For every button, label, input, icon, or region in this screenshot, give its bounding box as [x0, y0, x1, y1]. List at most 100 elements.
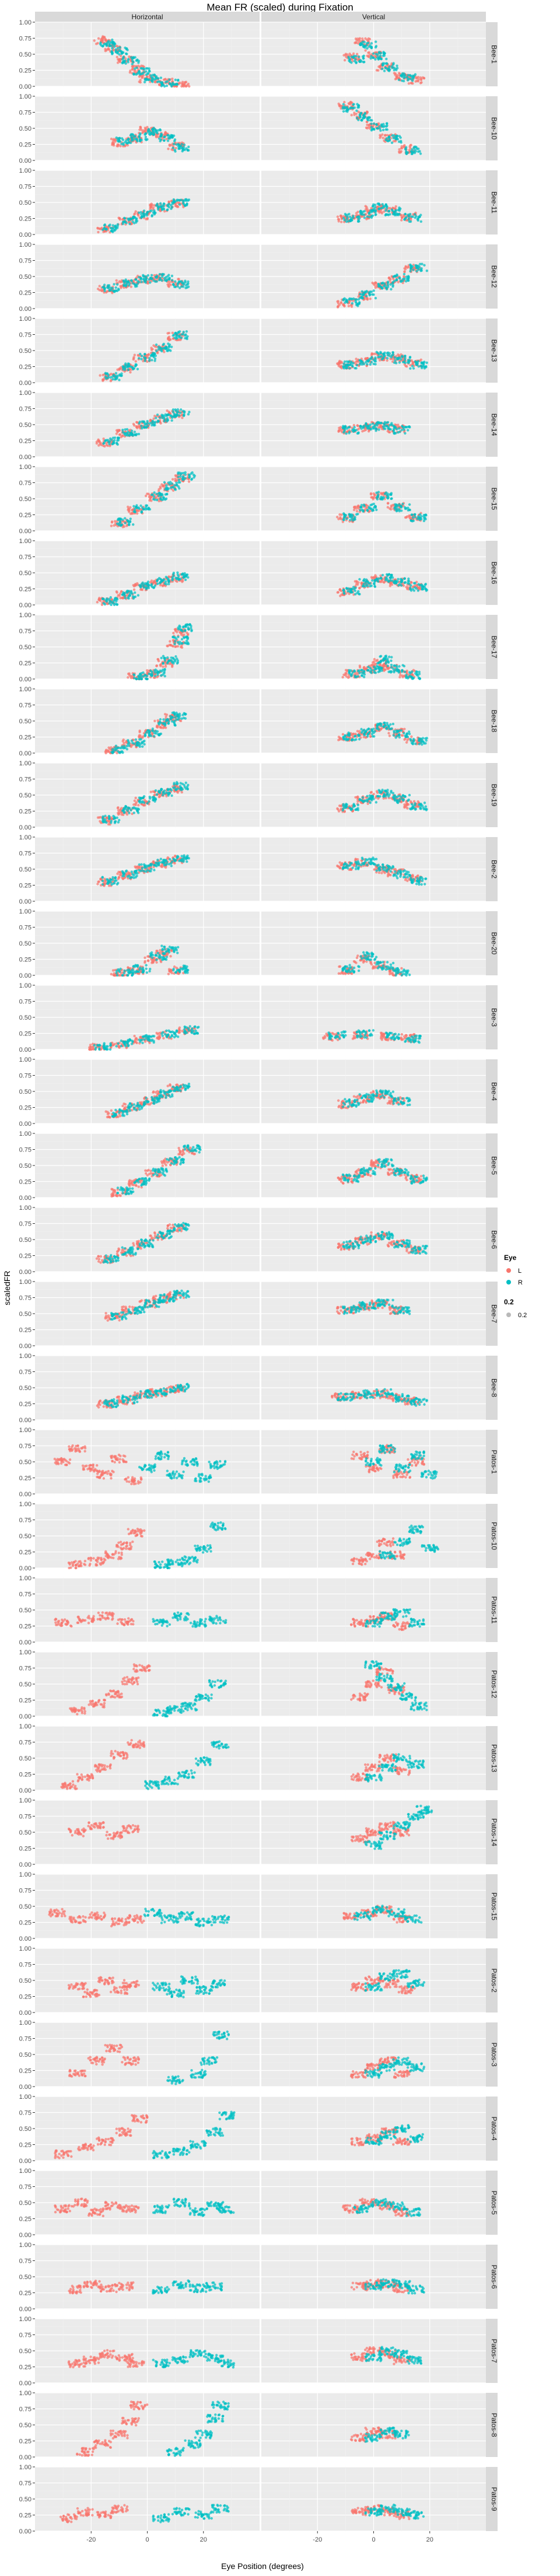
data-point — [99, 374, 102, 377]
data-point — [419, 82, 422, 85]
data-point — [116, 443, 119, 446]
data-point — [164, 580, 167, 583]
data-point — [149, 276, 153, 280]
data-point — [105, 600, 108, 603]
data-point — [352, 506, 356, 509]
data-point — [118, 522, 121, 525]
data-point — [176, 285, 180, 288]
data-point — [359, 210, 362, 214]
data-point — [420, 269, 423, 272]
data-point — [369, 118, 372, 122]
data-point — [116, 55, 118, 59]
data-point — [380, 358, 383, 361]
data-point — [361, 40, 364, 44]
data-point — [172, 408, 175, 411]
data-point — [154, 211, 157, 215]
data-point — [98, 440, 101, 443]
data-point — [355, 112, 358, 116]
data-point — [180, 145, 183, 148]
data-point — [373, 281, 377, 285]
data-point — [371, 205, 374, 208]
panel-Bee-16-Horizontal — [35, 540, 260, 607]
data-point — [412, 268, 415, 271]
data-point — [380, 282, 384, 285]
data-point — [111, 377, 114, 381]
data-point — [366, 584, 369, 587]
data-point — [111, 41, 114, 45]
column-headers: Horizontal Vertical — [35, 12, 486, 22]
data-point — [381, 133, 384, 136]
data-point — [408, 356, 412, 359]
data-point — [133, 216, 136, 219]
data-point — [362, 114, 365, 117]
data-point — [114, 51, 117, 54]
data-point — [383, 492, 387, 495]
data-point — [165, 583, 168, 586]
data-point — [139, 277, 143, 280]
data-point — [375, 578, 379, 581]
data-point — [115, 279, 118, 282]
data-point — [372, 289, 375, 292]
data-point — [178, 334, 181, 337]
data-point — [392, 429, 395, 432]
data-point — [337, 365, 341, 368]
y-tick-label: 0.50 — [19, 125, 32, 132]
y-tick-label: 1.00 — [19, 242, 32, 249]
data-point — [158, 416, 162, 419]
data-point — [355, 363, 359, 367]
facet-header-0 — [35, 12, 260, 22]
data-point — [104, 50, 107, 52]
data-point — [348, 107, 352, 110]
data-point — [127, 138, 130, 141]
data-point — [349, 590, 353, 593]
data-point — [134, 135, 136, 138]
data-point — [150, 214, 153, 217]
y-tick-label: 0.75 — [19, 110, 32, 117]
data-point — [121, 61, 125, 64]
data-point — [349, 101, 353, 104]
data-point — [175, 82, 178, 86]
data-point — [117, 436, 120, 440]
data-point — [392, 63, 395, 66]
data-point — [370, 123, 373, 125]
data-point — [106, 48, 110, 51]
data-point — [100, 44, 103, 47]
data-point — [96, 288, 100, 290]
data-point — [375, 123, 378, 127]
data-point — [403, 270, 406, 274]
data-point — [355, 117, 359, 120]
data-point — [345, 366, 348, 370]
data-point — [351, 302, 354, 305]
data-point — [354, 518, 356, 521]
data-point — [349, 519, 352, 522]
data-point — [355, 429, 358, 432]
data-point — [132, 523, 135, 526]
data-point — [356, 220, 360, 223]
data-point — [170, 274, 174, 278]
data-point — [177, 475, 180, 478]
data-point — [118, 592, 122, 595]
data-point — [391, 212, 395, 216]
data-point — [407, 74, 410, 77]
data-point — [174, 204, 178, 207]
data-point — [158, 83, 161, 86]
data-point — [422, 519, 426, 523]
data-point — [360, 427, 363, 430]
data-point — [388, 430, 391, 434]
data-point — [353, 111, 356, 114]
data-point — [394, 74, 397, 76]
data-point — [401, 215, 404, 219]
data-point — [176, 571, 179, 574]
data-point — [155, 416, 158, 419]
data-point — [342, 430, 345, 434]
data-point — [150, 76, 153, 79]
data-point — [381, 202, 384, 206]
data-point — [140, 510, 144, 513]
data-point — [416, 360, 420, 363]
data-point — [144, 426, 146, 429]
data-point — [380, 355, 383, 358]
data-point — [125, 365, 128, 368]
data-point — [340, 593, 343, 596]
data-point — [159, 492, 162, 495]
